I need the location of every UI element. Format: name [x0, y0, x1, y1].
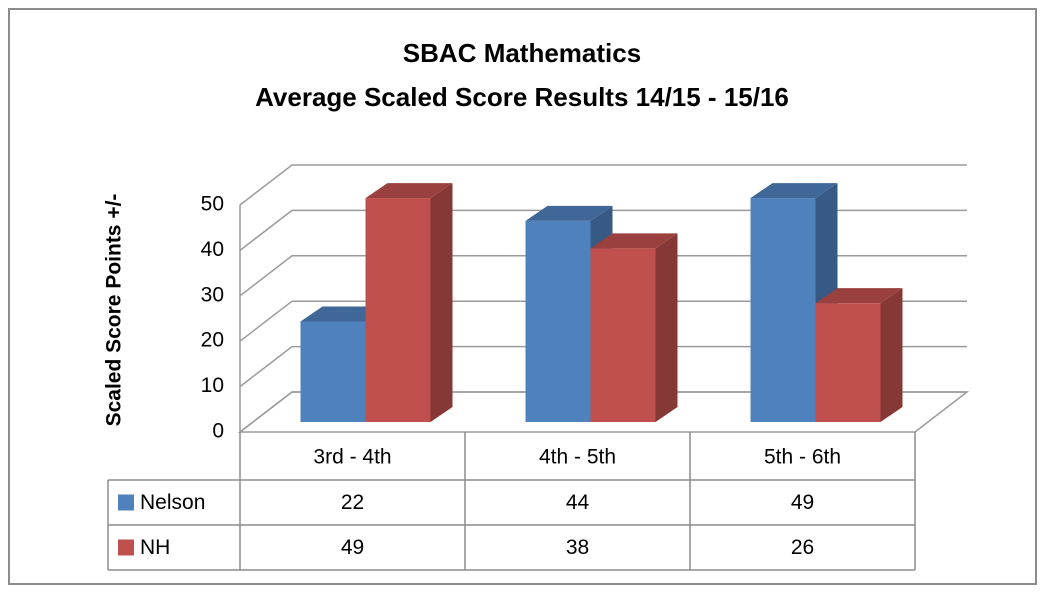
- bar-top: [525, 205, 613, 221]
- y-tick-label: 30: [201, 283, 224, 306]
- bar: [815, 303, 881, 422]
- table-value: 49: [791, 491, 814, 514]
- y-tick-label: 0: [212, 420, 224, 443]
- grid-line: [239, 345, 967, 388]
- bar-top: [590, 233, 678, 249]
- y-tick-label: 50: [201, 193, 224, 216]
- bar-top: [750, 183, 838, 199]
- y-axis-label: Scaled Score Points +/-: [103, 194, 126, 427]
- bar-top: [815, 288, 903, 304]
- table-value: 26: [791, 536, 814, 559]
- x-tick-label: 4th - 5th: [539, 446, 616, 469]
- y-tick-label: 40: [201, 238, 224, 261]
- grid-line: [239, 391, 967, 433]
- y-tick-label: 10: [201, 374, 224, 397]
- table-value: 49: [341, 536, 364, 559]
- legend-label: NH: [140, 536, 170, 559]
- grid-line: [239, 300, 967, 342]
- x-tick-label: 5th - 6th: [764, 446, 841, 469]
- table-value: 38: [566, 536, 589, 559]
- bar-top: [365, 183, 453, 199]
- grid-line: [239, 164, 967, 206]
- legend-label: Nelson: [140, 491, 205, 514]
- legend-marker: [118, 494, 134, 511]
- table-value: 22: [341, 491, 364, 514]
- bar-side: [430, 183, 453, 422]
- y-tick-label: 20: [201, 329, 224, 352]
- bar: [365, 198, 431, 422]
- chart-title: SBAC Mathematics: [403, 38, 641, 68]
- bar: [750, 198, 816, 422]
- grid-line: [239, 209, 967, 251]
- bar: [525, 220, 591, 422]
- bar-side: [880, 288, 903, 422]
- bar: [300, 321, 366, 422]
- table-value: 44: [566, 491, 590, 514]
- chart-title: Average Scaled Score Results 14/15 - 15/…: [255, 82, 789, 112]
- grid-line: [239, 255, 967, 297]
- bar: [590, 248, 656, 422]
- bar-side: [655, 233, 678, 422]
- legend-marker: [118, 539, 134, 556]
- x-tick-label: 3rd - 4th: [313, 446, 391, 469]
